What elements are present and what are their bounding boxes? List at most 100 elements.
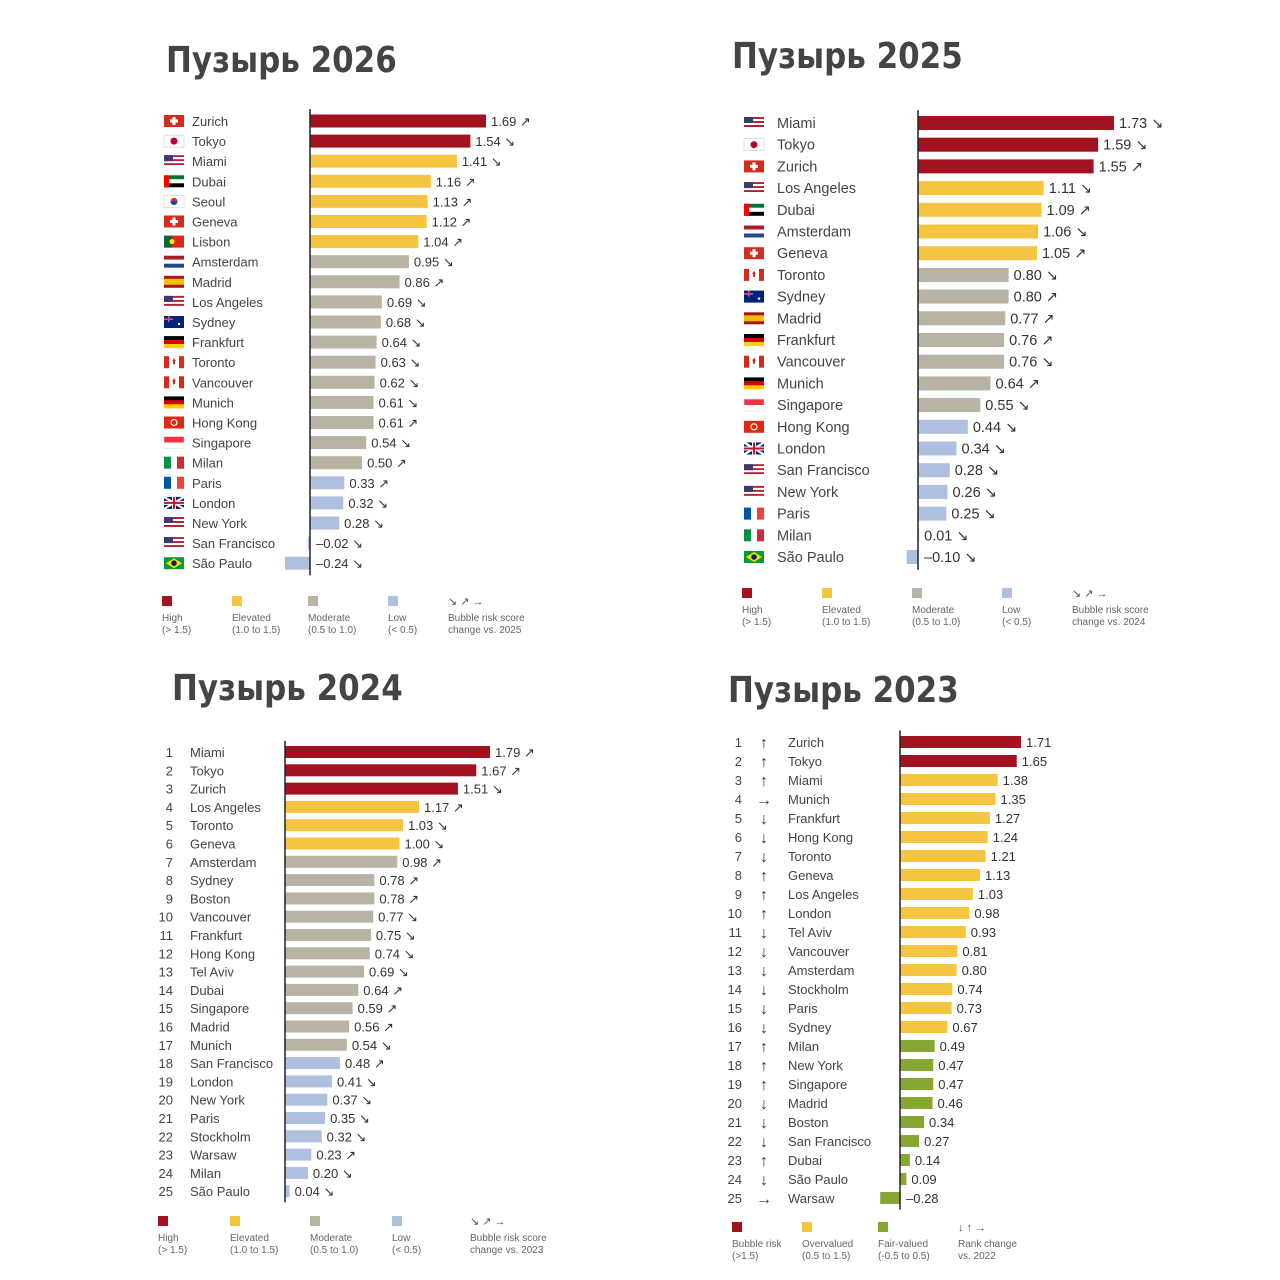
flag-part (170, 418, 178, 427)
bar (285, 746, 490, 758)
data-label: 0.49 (940, 1039, 965, 1054)
flag-part (164, 157, 184, 160)
rank-number: 20 (159, 1093, 173, 1108)
bar (918, 441, 957, 456)
legend-range: (0.5 to 1.5) (802, 1251, 850, 1262)
flag-part (759, 268, 764, 281)
flag-hk-icon (744, 420, 764, 433)
flag-part (164, 525, 184, 527)
bar (918, 289, 1009, 304)
bar-row: 21 ↓ Boston 0.34 (728, 1115, 955, 1132)
city-label: Los Angeles (192, 295, 263, 310)
rank-number: 10 (159, 910, 173, 925)
bar (918, 484, 948, 499)
legend-label: Moderate (310, 1233, 353, 1244)
legend-swatch (742, 588, 752, 598)
bar-row: 23 ↑ Dubai 0.14 (728, 1153, 941, 1170)
legend-item: Elevated(1.0 to 1.5) (230, 1216, 278, 1256)
city-label: Zurich (777, 159, 817, 175)
data-label: 1.24 (993, 830, 1018, 845)
flag-part (171, 456, 177, 469)
legend-arrows: ↓ ↑ → (958, 1222, 986, 1234)
flag-part (744, 405, 764, 412)
bar (285, 782, 458, 795)
data-label: 0.74 (957, 982, 982, 997)
flag-part (748, 290, 749, 297)
panel-2026: Пузырь 2026 Zurich 1.69 ↗ Tokyo 1.54 ↘ Miami… (140, 20, 560, 650)
rank-number: 17 (728, 1039, 742, 1054)
data-label: 0.25 ↘ (951, 507, 995, 523)
legend-label: High (158, 1233, 179, 1244)
rank-number: 6 (166, 837, 173, 852)
data-label: 0.56 ↗ (354, 1020, 394, 1035)
bar (285, 556, 310, 570)
bar (900, 907, 970, 919)
flag-part (164, 299, 184, 302)
flag-part (744, 464, 764, 467)
bar-row: 19 ↑ Singapore 0.47 (728, 1077, 964, 1094)
flag-part (177, 476, 184, 489)
flag-part (744, 493, 764, 496)
flag-part (170, 137, 178, 145)
city-label: Hong Kong (190, 946, 255, 961)
flag-part (744, 470, 764, 473)
rank-number: 4 (166, 800, 173, 815)
bar (285, 1075, 332, 1088)
data-label: 0.35 ↘ (330, 1111, 370, 1126)
bar (285, 837, 400, 850)
data-label: 1.21 (991, 849, 1016, 864)
legend-swatch (310, 1216, 320, 1226)
rank-change-arrow: ↓ (760, 982, 768, 999)
flag-us-icon (744, 182, 764, 195)
flag-part (744, 485, 753, 492)
legend-label: Moderate (308, 613, 351, 624)
bars-group: 1 Miami 1.79 ↗ 2 Tokyo 1.67 ↗ 3 Zurich 1.51 ↘ 4 Lo… (159, 745, 535, 1199)
flag-it-icon (164, 456, 184, 469)
bar (285, 764, 477, 777)
flag-part (744, 117, 764, 119)
flag-part (744, 334, 764, 338)
legend-swatch (308, 596, 318, 606)
legend-range: (< 0.5) (388, 625, 417, 636)
city-label: Stockholm (788, 982, 849, 997)
bar (310, 255, 409, 269)
bar (285, 1166, 308, 1179)
city-label: Vancouver (777, 355, 845, 371)
flag-part (164, 396, 184, 401)
bar (310, 194, 428, 208)
bar-row: 20 New York 0.37 ↘ (159, 1093, 373, 1108)
bar-row: 23 Warsaw 0.23 ↗ (159, 1148, 357, 1163)
flag-de-icon (164, 396, 184, 409)
bar-row: Toronto 0.63 ↘ (164, 355, 420, 370)
flag-part (164, 517, 184, 519)
flag-fr-icon (164, 476, 184, 489)
bar (310, 275, 400, 289)
rank-number: 3 (166, 782, 173, 797)
rank-change-arrow: ↑ (760, 868, 768, 885)
data-label: 0.93 (971, 925, 996, 940)
bar (918, 246, 1037, 261)
city-label: San Francisco (190, 1056, 273, 1071)
flag-part (164, 336, 184, 341)
data-label: –0.10 ↘ (924, 550, 976, 566)
flag-nl-icon (744, 225, 764, 238)
bar (285, 800, 419, 813)
rank-change-arrow: ↓ (760, 830, 768, 847)
legend-label: Elevated (232, 613, 271, 624)
flag-part (179, 376, 184, 389)
city-label: Los Angeles (190, 800, 261, 815)
legend-label: Bubble risk (732, 1239, 782, 1250)
rank-number: 10 (728, 906, 742, 921)
bar-row: 25 → Warsaw –0.28 (728, 1191, 939, 1208)
city-label: Milan (788, 1039, 819, 1054)
flag-part (164, 537, 184, 540)
flag-ch-icon (744, 160, 764, 173)
bar (918, 333, 1005, 347)
legend-range: (-0.5 to 0.5) (878, 1251, 930, 1262)
bar-row: Los Angeles 1.11 ↘ (744, 181, 1092, 197)
bar (918, 159, 1094, 174)
flag-part (170, 220, 178, 223)
flag-part (744, 192, 764, 195)
bar (285, 1057, 340, 1070)
